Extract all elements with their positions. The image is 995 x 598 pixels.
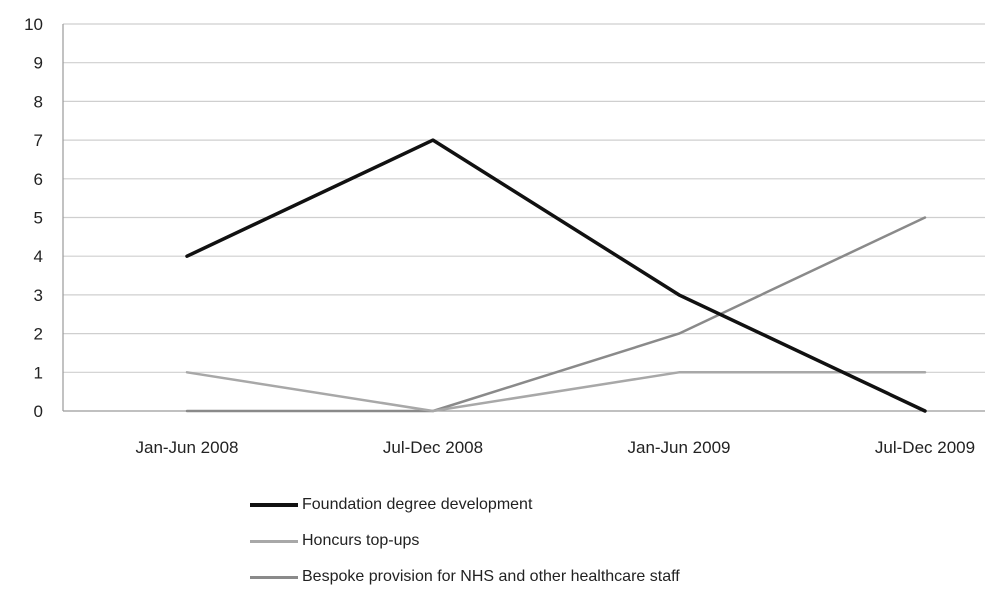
series-line-2 bbox=[187, 218, 925, 412]
legend-item-foundation: Foundation degree development bbox=[250, 490, 680, 520]
y-tick-label: 9 bbox=[34, 54, 43, 73]
y-tick-label: 2 bbox=[34, 325, 43, 344]
y-axis-ticks: 0 1 2 3 4 5 6 7 8 9 10 bbox=[24, 15, 43, 421]
y-tick-label: 1 bbox=[34, 363, 43, 382]
y-tick-label: 3 bbox=[34, 286, 43, 305]
y-tick-label: 6 bbox=[34, 170, 43, 189]
legend-item-bespoke: Bespoke provision for NHS and other heal… bbox=[250, 562, 680, 592]
y-tick-label: 7 bbox=[34, 131, 43, 150]
x-axis-ticks: Jan-Jun 2008 Jul-Dec 2008 Jan-Jun 2009 Jul-… bbox=[135, 438, 975, 457]
legend-swatch bbox=[250, 503, 298, 507]
y-tick-label: 0 bbox=[34, 402, 43, 421]
series-lines bbox=[187, 140, 925, 411]
legend-label: Foundation degree development bbox=[302, 496, 532, 514]
x-tick-label: Jan-Jun 2008 bbox=[135, 438, 238, 457]
series-line-0 bbox=[187, 140, 925, 411]
gridlines bbox=[63, 24, 985, 411]
x-tick-label: Jul-Dec 2008 bbox=[383, 438, 483, 457]
y-tick-label: 8 bbox=[34, 92, 43, 111]
x-tick-label: Jul-Dec 2009 bbox=[875, 438, 975, 457]
legend-label: Honcurs top-ups bbox=[302, 532, 419, 550]
legend: Foundation degree development Honcurs to… bbox=[250, 490, 680, 598]
legend-swatch bbox=[250, 540, 298, 543]
legend-swatch bbox=[250, 576, 298, 579]
series-line-1 bbox=[187, 372, 925, 411]
x-tick-label: Jan-Jun 2009 bbox=[627, 438, 730, 457]
legend-label: Bespoke provision for NHS and other heal… bbox=[302, 568, 680, 586]
legend-item-honours: Honcurs top-ups bbox=[250, 526, 680, 556]
y-tick-label: 10 bbox=[24, 15, 43, 34]
y-tick-label: 4 bbox=[34, 247, 43, 266]
y-tick-label: 5 bbox=[34, 209, 43, 228]
